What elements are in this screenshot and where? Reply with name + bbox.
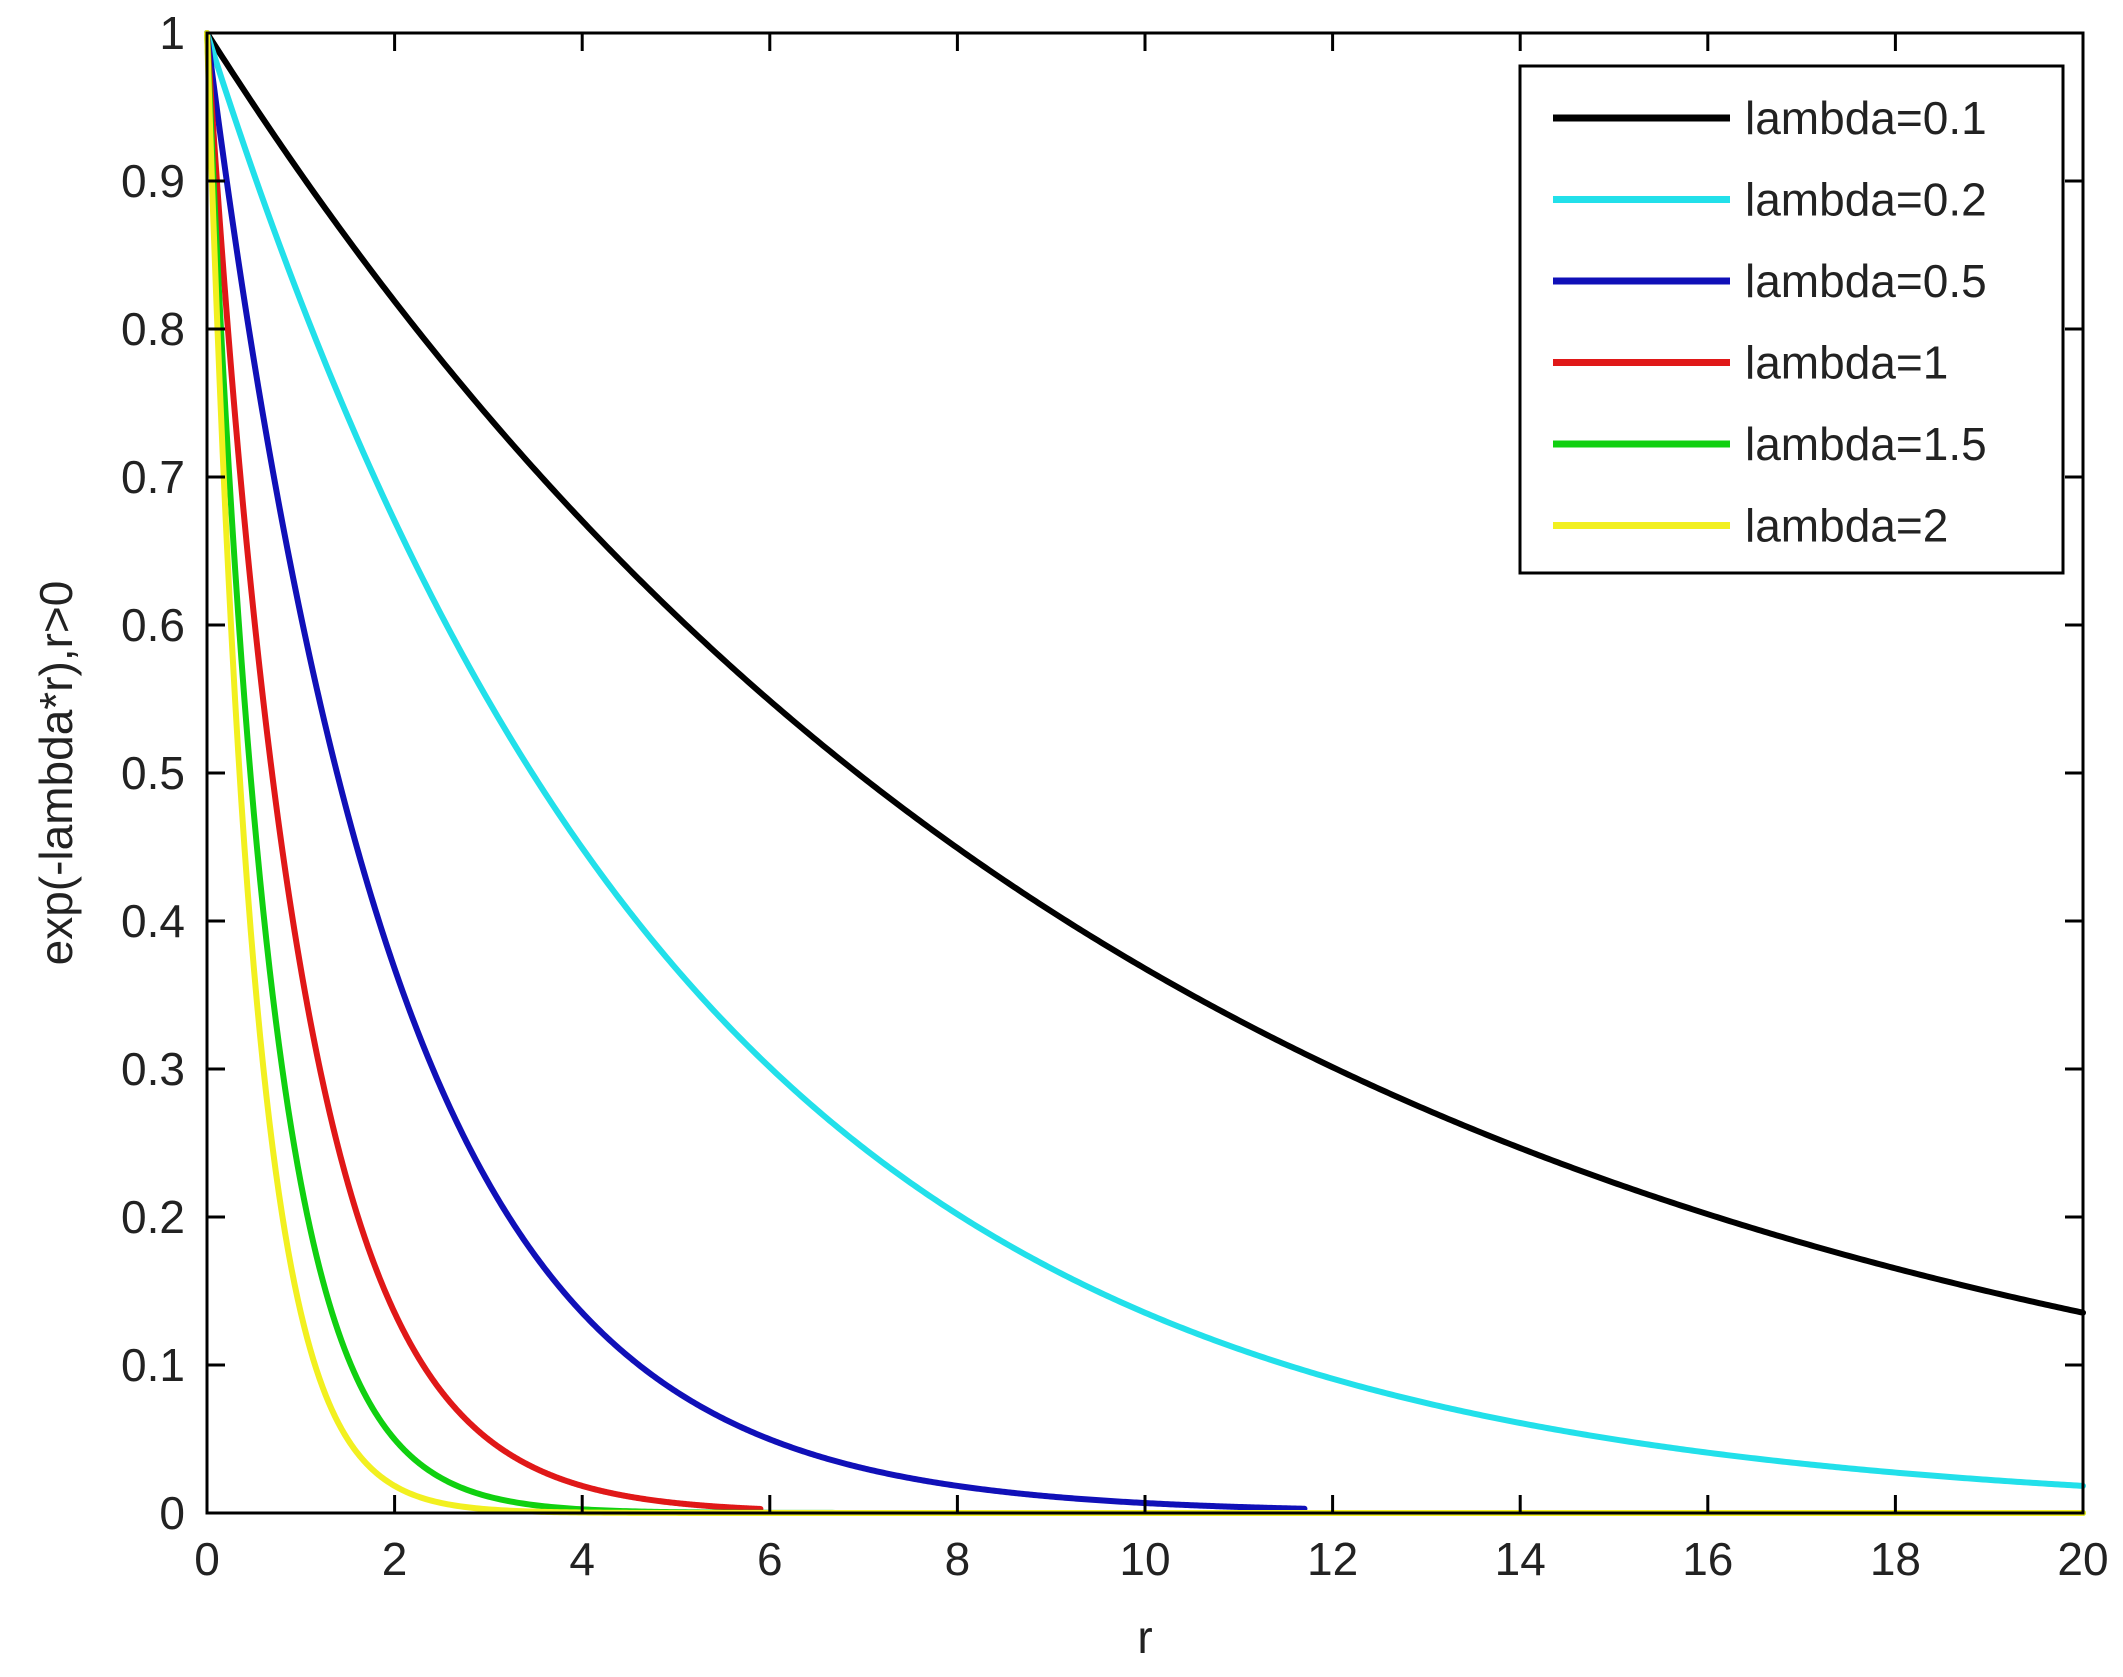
legend-label-4: lambda=1.5: [1745, 418, 1987, 470]
y-tick-label-9: 0.9: [121, 155, 185, 207]
legend-label-3: lambda=1: [1745, 337, 1948, 389]
x-tick-labels: 0 2 4 6 8 10 12 14 16 18 20: [194, 1533, 2108, 1585]
y-tick-label-5: 0.5: [121, 747, 185, 799]
y-tick-label-6: 0.6: [121, 599, 185, 651]
legend-label-1: lambda=0.2: [1745, 174, 1987, 226]
series-line-3: [204, 30, 764, 1512]
y-tick-labels: 0 0.1 0.2 0.3 0.4 0.5 0.6 0.7 0.8 0.9 1: [121, 7, 185, 1539]
y-tick-label-0: 0: [159, 1487, 185, 1539]
series-line-1: [204, 30, 2086, 1489]
series-line-2: [204, 30, 1308, 1512]
y-tick-label-7: 0.7: [121, 451, 185, 503]
y-tick-label-3: 0.3: [121, 1043, 185, 1095]
x-tick-label-3: 6: [757, 1533, 783, 1585]
x-axis-label: r: [1137, 1611, 1152, 1663]
legend-label-0: lambda=0.1: [1745, 92, 1987, 144]
y-tick-label-4: 0.4: [121, 895, 185, 947]
y-tick-label-10: 1: [159, 7, 185, 59]
y-tick-label-1: 0.1: [121, 1339, 185, 1391]
x-tick-label-10: 20: [2057, 1533, 2108, 1585]
x-tick-label-5: 10: [1119, 1533, 1170, 1585]
x-tick-label-2: 4: [569, 1533, 595, 1585]
y-tick-label-8: 0.8: [121, 303, 185, 355]
legend-box: [1518, 64, 2065, 575]
legend: lambda=0.1 lambda=0.2 lambda=0.5 lambda=1 la…: [1518, 64, 2065, 575]
series-line-0: [204, 30, 2086, 1316]
x-tick-label-7: 14: [1495, 1533, 1546, 1585]
legend-label-2: lambda=0.5: [1745, 255, 1987, 307]
y-tick-label-2: 0.2: [121, 1191, 185, 1243]
x-tick-label-1: 2: [382, 1533, 408, 1585]
x-tick-label-4: 8: [945, 1533, 971, 1585]
y-axis-label: exp(-lambda*r),r>0: [30, 581, 82, 966]
axis-ticks: [205, 31, 2085, 1515]
x-tick-label-8: 16: [1682, 1533, 1733, 1585]
x-tick-label-0: 0: [194, 1533, 220, 1585]
x-tick-label-6: 12: [1307, 1533, 1358, 1585]
legend-label-5: lambda=2: [1745, 500, 1948, 552]
x-tick-label-9: 18: [1870, 1533, 1921, 1585]
